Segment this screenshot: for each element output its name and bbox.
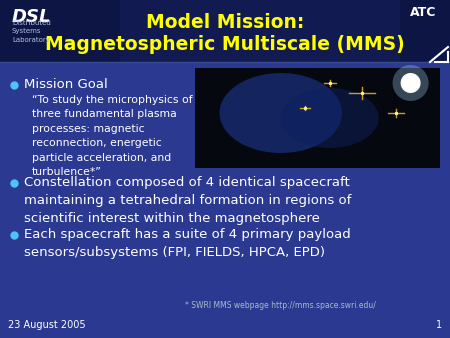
Text: DSL: DSL [12,8,51,26]
Text: 23 August 2005: 23 August 2005 [8,320,86,330]
Text: Magnetospheric Multiscale (MMS): Magnetospheric Multiscale (MMS) [45,35,405,54]
Bar [0,0,450,62]
Circle shape [392,65,428,101]
Text: Mission Goal: Mission Goal [24,78,108,92]
Bar [195,68,440,168]
Ellipse shape [220,73,342,153]
Text: Distributed
Systems
Laboratory: Distributed Systems Laboratory [12,20,51,43]
Bar [120,0,400,62]
Text: 1: 1 [436,320,442,330]
Text: Constellation composed of 4 identical spacecraft
maintaining a tetrahedral forma: Constellation composed of 4 identical sp… [24,176,351,225]
Text: * SWRI MMS webpage http://mms.space.swri.edu/: * SWRI MMS webpage http://mms.space.swri… [184,301,375,310]
Ellipse shape [281,88,379,148]
Text: Each spacecraft has a suite of 4 primary payload
sensors/subsystems (FPI, FIELDS: Each spacecraft has a suite of 4 primary… [24,228,351,259]
Text: ATC: ATC [410,6,436,19]
Text: Model Mission:: Model Mission: [146,13,304,31]
Circle shape [400,73,421,93]
Text: “To study the microphysics of
three fundamental plasma
processes: magnetic
recon: “To study the microphysics of three fund… [32,95,193,177]
